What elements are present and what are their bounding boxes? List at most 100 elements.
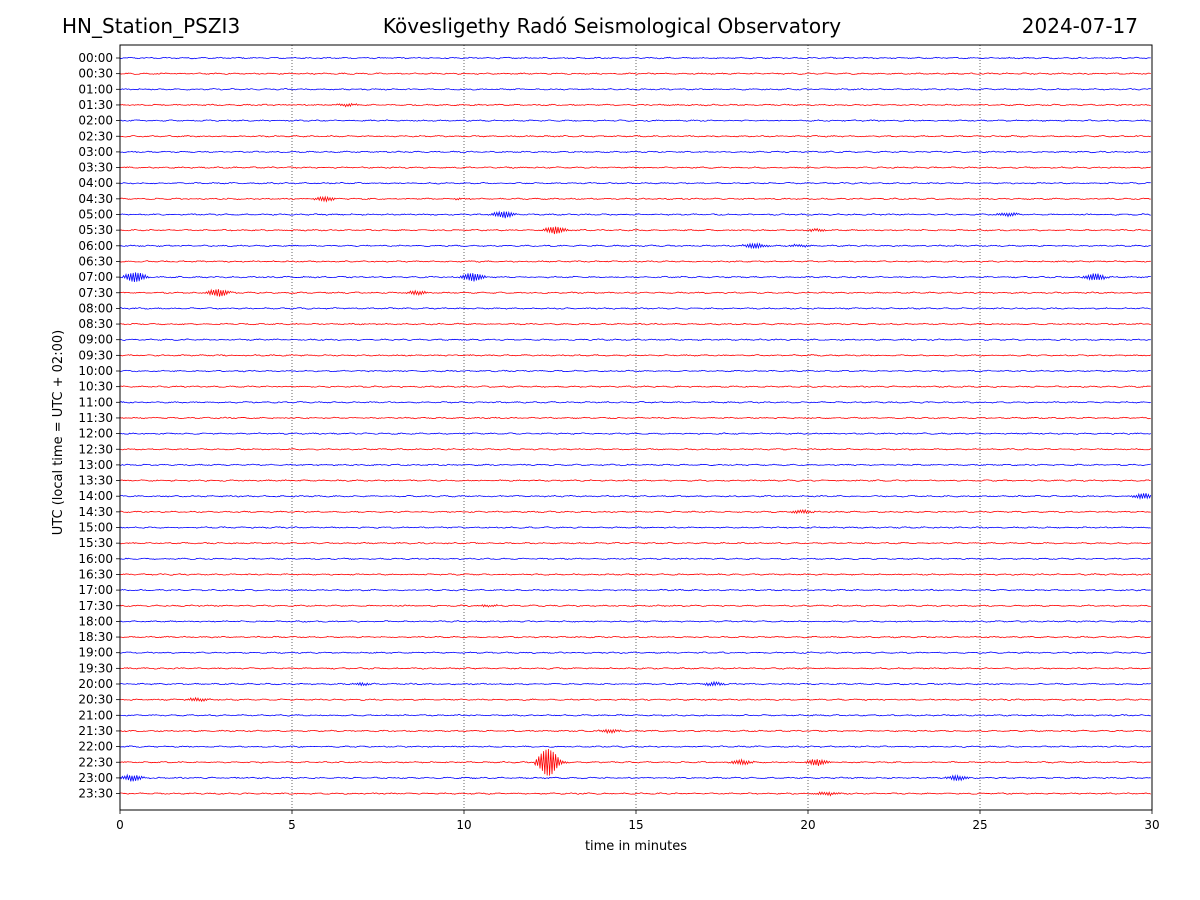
trace-1700 — [119, 588, 1151, 592]
y-tick-label: 04:30 — [78, 192, 113, 206]
y-tick-label: 18:00 — [78, 614, 113, 628]
trace-1730 — [119, 604, 1151, 608]
y-tick-label: 09:30 — [78, 348, 113, 362]
trace-0800 — [119, 307, 1151, 310]
y-tick-label: 22:00 — [78, 740, 113, 754]
y-tick-label: 20:00 — [78, 677, 113, 691]
y-tick-label: 05:30 — [78, 223, 113, 237]
trace-0400 — [119, 181, 1151, 185]
y-tick-label: 06:00 — [78, 239, 113, 253]
y-tick-label: 02:00 — [78, 114, 113, 128]
y-tick-label: 01:00 — [78, 82, 113, 96]
x-tick-label: 30 — [1144, 818, 1159, 832]
x-tick-label: 0 — [116, 818, 124, 832]
y-tick-label: 09:00 — [78, 333, 113, 347]
trace-0900 — [119, 338, 1151, 341]
x-tick-label: 5 — [288, 818, 296, 832]
trace-1130 — [119, 416, 1151, 420]
plot-area — [120, 45, 1152, 810]
y-tick-label: 19:30 — [78, 661, 113, 675]
trace-0200 — [119, 119, 1151, 122]
y-tick-label: 14:30 — [78, 505, 113, 519]
trace-1500 — [119, 526, 1151, 529]
y-tick-label: 07:00 — [78, 270, 113, 284]
y-tick-label: 14:00 — [78, 489, 113, 503]
y-axis-label: UTC (local time = UTC + 02:00) — [51, 330, 66, 535]
y-tick-label: 00:00 — [78, 51, 113, 65]
trace-1200 — [119, 432, 1151, 435]
trace-0530 — [119, 226, 1151, 235]
trace-1630 — [119, 573, 1151, 576]
y-tick-label: 16:00 — [78, 552, 113, 566]
y-tick-label: 10:00 — [78, 364, 113, 378]
trace-0130 — [119, 102, 1151, 108]
y-tick-label: 20:30 — [78, 693, 113, 707]
trace-1430 — [119, 508, 1151, 515]
trace-0830 — [119, 322, 1151, 326]
trace-0630 — [119, 260, 1151, 263]
trace-1300 — [119, 463, 1151, 467]
y-tick-label: 13:30 — [78, 474, 113, 488]
x-axis-label: time in minutes — [585, 839, 687, 854]
trace-0100 — [119, 88, 1151, 91]
trace-1030 — [119, 385, 1151, 388]
x-tick-label: 25 — [972, 818, 987, 832]
y-tick-label: 23:30 — [78, 787, 113, 801]
y-tick-label: 08:30 — [78, 317, 113, 331]
y-tick-label: 12:00 — [78, 427, 113, 441]
y-tick-label: 02:30 — [78, 129, 113, 143]
trace-1600 — [119, 557, 1151, 561]
trace-0730 — [119, 288, 1151, 297]
trace-2200 — [119, 745, 1151, 748]
trace-0000 — [119, 56, 1151, 60]
y-tick-label: 22:30 — [78, 755, 113, 769]
x-tick-label: 20 — [800, 818, 815, 832]
trace-2030 — [119, 696, 1151, 703]
trace-1000 — [119, 369, 1151, 373]
y-tick-label: 07:30 — [78, 286, 113, 300]
y-tick-label: 10:30 — [78, 380, 113, 394]
x-tick-label: 10 — [456, 818, 471, 832]
trace-1900 — [119, 651, 1151, 654]
y-tick-label: 06:30 — [78, 254, 113, 268]
trace-1400 — [119, 492, 1152, 500]
y-tick-label: 17:00 — [78, 583, 113, 597]
trace-2000 — [119, 680, 1151, 687]
y-tick-label: 11:30 — [78, 411, 113, 425]
y-tick-label: 08:00 — [78, 301, 113, 315]
y-tick-label: 05:00 — [78, 208, 113, 222]
y-tick-label: 17:30 — [78, 599, 113, 613]
trace-2330 — [120, 791, 1151, 797]
y-tick-label: 01:30 — [78, 98, 113, 112]
trace-0430 — [119, 195, 1151, 203]
y-tick-label: 19:00 — [78, 646, 113, 660]
trace-1330 — [119, 479, 1151, 482]
date-title: 2024-07-17 — [1021, 14, 1138, 38]
y-tick-label: 21:30 — [78, 724, 113, 738]
trace-2100 — [119, 714, 1151, 717]
y-tick-label: 18:30 — [78, 630, 113, 644]
trace-0930 — [119, 354, 1152, 357]
trace-0030 — [119, 72, 1151, 75]
station-title: HN_Station_PSZI3 — [62, 14, 241, 38]
x-tick-label: 15 — [628, 818, 643, 832]
trace-1530 — [119, 541, 1151, 545]
trace-2230 — [119, 748, 1151, 776]
y-tick-label: 23:00 — [78, 771, 113, 785]
y-tick-label: 15:30 — [78, 536, 113, 550]
trace-1230 — [119, 448, 1152, 451]
y-tick-label: 04:00 — [78, 176, 113, 190]
trace-0500 — [119, 210, 1151, 219]
trace-1100 — [119, 401, 1151, 404]
y-tick-label: 11:00 — [78, 395, 113, 409]
y-tick-label: 03:30 — [78, 161, 113, 175]
y-tick-label: 03:00 — [78, 145, 113, 159]
trace-0300 — [119, 150, 1151, 154]
trace-0700 — [119, 272, 1151, 283]
y-tick-label: 15:00 — [78, 521, 113, 535]
observatory-title: Kövesligethy Radó Seismological Observat… — [382, 14, 842, 38]
trace-0330 — [119, 166, 1151, 169]
y-tick-label: 00:30 — [78, 67, 113, 81]
trace-1830 — [119, 635, 1151, 639]
